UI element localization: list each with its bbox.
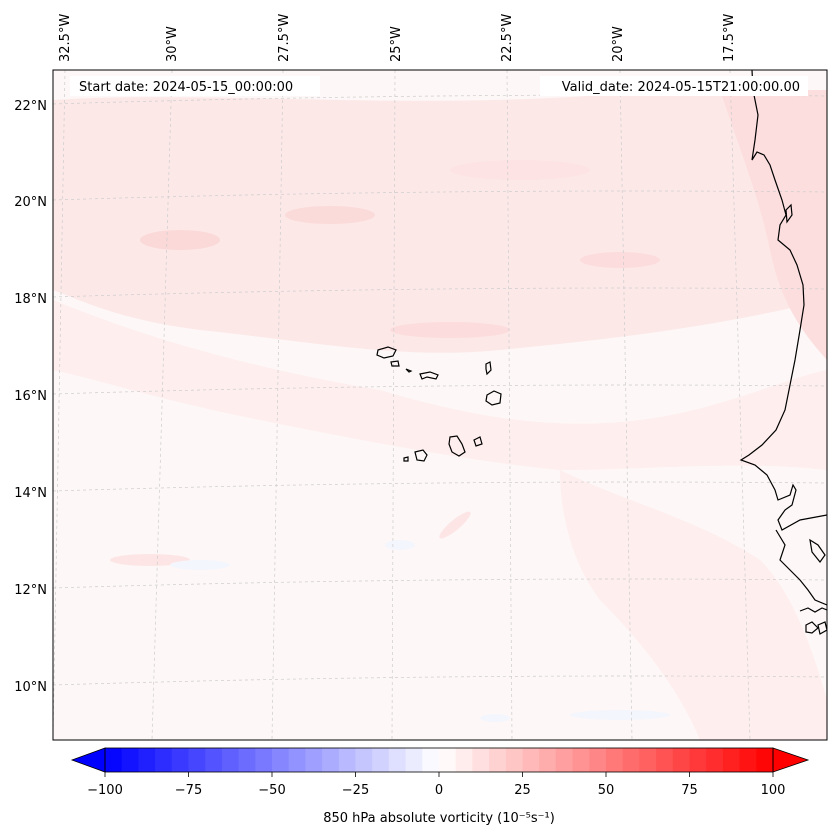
colorbar-segment: [205, 748, 223, 772]
lat-label: 12°N: [14, 583, 47, 598]
colorbar-ticks: [104, 772, 774, 777]
colorbar-segment: [338, 748, 356, 772]
colorbar-min-extend-arrow: [70, 747, 106, 773]
colorbar-segment: [305, 748, 323, 772]
colorbar-segment: [439, 748, 457, 772]
santo-antao-island: [376, 346, 397, 359]
lat-label: 22°N: [14, 99, 47, 114]
start-date-box: [70, 76, 320, 96]
colorbar-segment: [505, 748, 523, 772]
colorbar-segment: [288, 748, 306, 772]
banc-arguin-islets: [785, 203, 793, 224]
colorbar-segment: [105, 748, 123, 772]
colorbar-tick-label: 25: [514, 783, 531, 798]
colorbar-tick-label: 100: [761, 783, 786, 798]
negative-vorticity-patches: [170, 540, 670, 722]
colorbar-segment: [639, 748, 657, 772]
colorbar-tick-label: 75: [681, 783, 698, 798]
colorbar-tick-label: 50: [598, 783, 615, 798]
colorbar-tick-label: 0: [435, 783, 443, 798]
longitude-labels: 32.5°W 30°W 27.5°W 25°W 22.5°W 20°W 17.5…: [58, 14, 737, 62]
colorbar-segment: [422, 748, 440, 772]
colorbar-segments: [105, 748, 774, 772]
boa-vista-island: [485, 390, 502, 406]
colorbar-segment: [138, 748, 156, 772]
sal-island: [485, 361, 492, 376]
colorbar-segment: [706, 748, 724, 772]
lon-label: 30°W: [165, 26, 180, 62]
colorbar-segment: [739, 748, 757, 772]
colorbar-segment: [455, 748, 473, 772]
colorbar-segment: [238, 748, 256, 772]
colorbar-tick-label: −50: [258, 783, 285, 798]
colorbar-segment: [522, 748, 540, 772]
lat-label: 16°N: [14, 389, 47, 404]
colorbar-segment: [555, 748, 573, 772]
lon-label: 32.5°W: [58, 14, 73, 62]
colorbar-segment: [672, 748, 690, 772]
cape-verde-islands: [376, 346, 502, 462]
lon-label: 25°W: [389, 26, 404, 62]
map-panel: [53, 70, 827, 740]
latitude-labels: 22°N 20°N 18°N 16°N 14°N 12°N 10°N: [14, 99, 47, 695]
colorbar-title: 850 hPa absolute vorticity (10⁻⁵s⁻¹): [323, 811, 555, 826]
colorbar-segment: [372, 748, 390, 772]
colorbar-segment: [489, 748, 507, 772]
sao-nicolau-island: [419, 371, 439, 380]
colorbar-segment: [405, 748, 423, 772]
colorbar-segment: [355, 748, 373, 772]
colorbar-segment: [388, 748, 406, 772]
colorbar-segment: [539, 748, 557, 772]
valid-date-box: [540, 76, 808, 96]
santa-luzia-island: [405, 368, 413, 373]
colorbar-segment: [756, 748, 774, 772]
colorbar-segment: [255, 748, 273, 772]
colorbar-segment: [472, 748, 490, 772]
lat-label: 20°N: [14, 195, 47, 210]
colorbar-max-extend-arrow: [772, 747, 810, 773]
sao-vicente-island: [390, 360, 400, 367]
west-africa-coastline: [739, 70, 827, 635]
map-frame: [52, 69, 828, 741]
valid-date-label: Valid_date: 2024-05-15T21:00:00.00: [562, 80, 800, 95]
maio-island: [473, 436, 483, 447]
colorbar-tick-labels: −100 −75 −50 −25 0 25 50 75 100: [87, 783, 785, 798]
colorbar-segment: [272, 748, 290, 772]
lon-label: 27.5°W: [277, 14, 292, 62]
vorticity-field: [53, 90, 827, 740]
lat-label: 18°N: [14, 292, 47, 307]
start-date-label: Start date: 2024-05-15_00:00:00: [79, 80, 293, 95]
fogo-island: [414, 449, 428, 462]
colorbar-tick-label: −100: [87, 783, 123, 798]
colorbar-segment: [606, 748, 624, 772]
lon-label: 20°W: [611, 26, 626, 62]
colorbar-segment: [656, 748, 674, 772]
colorbar-tick-label: −25: [342, 783, 369, 798]
lon-label: 22.5°W: [500, 14, 515, 62]
colorbar-segment: [171, 748, 189, 772]
colorbar-segment: [121, 748, 139, 772]
colorbar-segment: [622, 748, 640, 772]
colorbar: −100 −75 −50 −25 0 25 50 75 100 850 hPa …: [70, 747, 810, 826]
gridlines: [53, 70, 827, 740]
colorbar-segment: [221, 748, 239, 772]
lat-label: 14°N: [14, 486, 47, 501]
colorbar-segment: [188, 748, 206, 772]
brava-island: [403, 456, 409, 462]
colorbar-segment: [155, 748, 173, 772]
lon-label: 17.5°W: [722, 14, 737, 62]
santiago-island: [448, 435, 466, 457]
colorbar-segment: [572, 748, 590, 772]
colorbar-segment: [322, 748, 340, 772]
colorbar-segment: [689, 748, 707, 772]
colorbar-segment: [589, 748, 607, 772]
colorbar-segment: [722, 748, 740, 772]
colorbar-tick-label: −75: [175, 783, 202, 798]
lat-label: 10°N: [14, 680, 47, 695]
